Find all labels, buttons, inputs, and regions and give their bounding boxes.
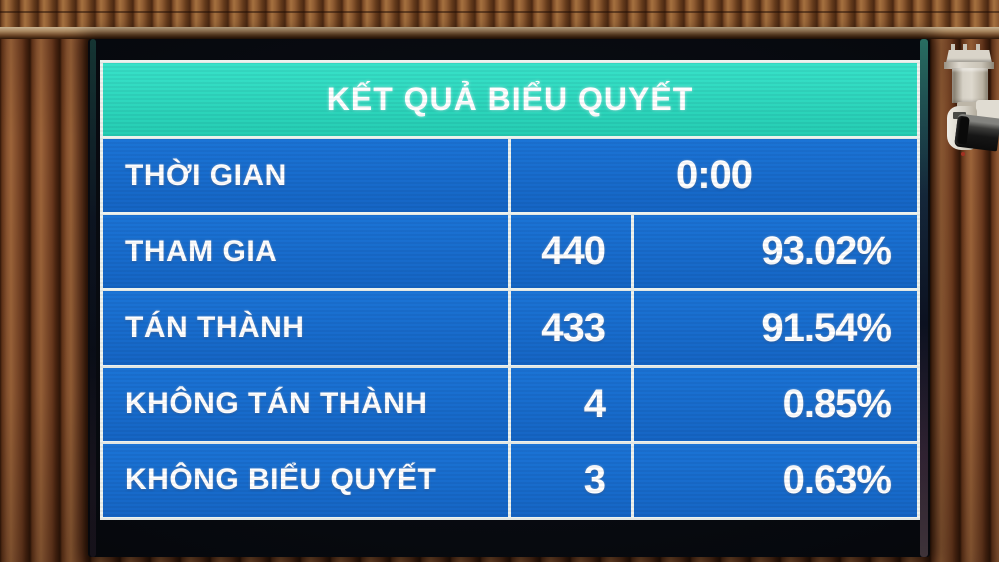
row-count: 3 xyxy=(511,443,631,517)
camera-mount-bracket xyxy=(946,50,992,63)
row-label: TÁN THÀNH xyxy=(103,291,508,365)
camera-mount-screw xyxy=(951,44,955,51)
wood-paneling-top xyxy=(0,0,999,27)
time-value: 0:00 xyxy=(511,139,917,213)
row-percent: 91.54% xyxy=(634,291,917,365)
row-count: 440 xyxy=(511,215,631,289)
row-count: 4 xyxy=(511,367,631,441)
row-percent: 0.63% xyxy=(634,443,917,517)
wood-rail xyxy=(0,27,999,39)
time-label: THỜI GIAN xyxy=(103,139,508,213)
row-percent: 0.85% xyxy=(634,367,917,441)
camera-housing xyxy=(952,68,988,103)
led-display-screen: KẾT QUẢ BIỂU QUYẾT THỜI GIAN 0:00 THAM G… xyxy=(88,39,930,557)
camera-status-led xyxy=(961,152,965,156)
board-title: KẾT QUẢ BIỂU QUYẾT xyxy=(103,63,917,137)
row-label: THAM GIA xyxy=(103,215,508,289)
row-label: KHÔNG TÁN THÀNH xyxy=(103,367,508,441)
security-camera xyxy=(940,44,999,160)
row-count: 433 xyxy=(511,291,631,365)
camera-mount-screw xyxy=(963,44,967,51)
row-percent: 93.02% xyxy=(634,215,917,289)
row-label: KHÔNG BIỂU QUYẾT xyxy=(103,443,508,517)
screen-glow-right xyxy=(920,39,928,557)
camera-mount-screw xyxy=(976,44,980,51)
camera-mount-flange xyxy=(944,62,994,69)
camera-lens xyxy=(954,113,999,152)
voting-results-board: KẾT QUẢ BIỂU QUYẾT THỜI GIAN 0:00 THAM G… xyxy=(100,60,920,520)
wood-seam xyxy=(0,11,999,13)
screen-glow-left xyxy=(90,39,96,557)
